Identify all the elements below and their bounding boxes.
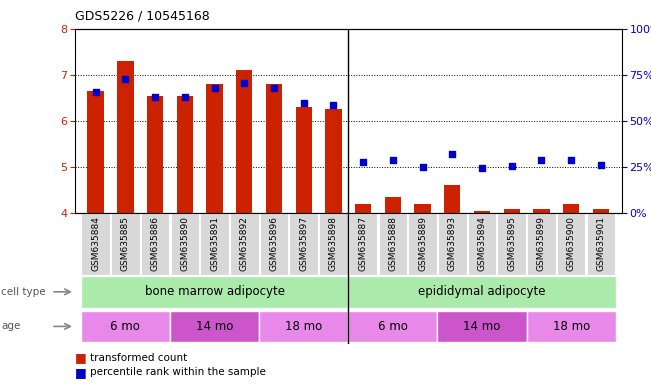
Text: 18 mo: 18 mo [285, 320, 322, 333]
Text: GSM635897: GSM635897 [299, 216, 308, 271]
Text: ■: ■ [75, 351, 87, 364]
Bar [266, 84, 282, 213]
Bar [296, 107, 312, 213]
Bar [444, 185, 460, 213]
Point [180, 94, 190, 100]
Point [506, 163, 517, 169]
FancyBboxPatch shape [171, 213, 199, 275]
Point [417, 164, 428, 170]
Point [566, 157, 576, 163]
Point [387, 157, 398, 163]
FancyBboxPatch shape [111, 213, 140, 275]
Point [269, 85, 279, 91]
Bar [117, 61, 133, 213]
Text: GSM635885: GSM635885 [121, 216, 130, 271]
FancyBboxPatch shape [497, 213, 526, 275]
FancyBboxPatch shape [170, 311, 259, 342]
Text: transformed count: transformed count [90, 353, 187, 363]
Text: GSM635893: GSM635893 [448, 216, 457, 271]
Text: age: age [1, 321, 21, 331]
Text: 14 mo: 14 mo [464, 320, 501, 333]
FancyBboxPatch shape [201, 213, 229, 275]
Text: GSM635901: GSM635901 [596, 216, 605, 271]
Text: GDS5226 / 10545168: GDS5226 / 10545168 [75, 10, 210, 23]
Point [328, 102, 339, 108]
FancyBboxPatch shape [81, 311, 170, 342]
Text: epididymal adipocyte: epididymal adipocyte [419, 285, 546, 298]
FancyBboxPatch shape [587, 213, 615, 275]
Point [239, 80, 249, 86]
Bar [385, 197, 401, 213]
Text: GSM635896: GSM635896 [270, 216, 279, 271]
FancyBboxPatch shape [348, 276, 616, 308]
Bar [206, 84, 223, 213]
Point [210, 85, 220, 91]
Bar [504, 209, 520, 213]
FancyBboxPatch shape [527, 213, 556, 275]
FancyBboxPatch shape [319, 213, 348, 275]
FancyBboxPatch shape [348, 311, 437, 342]
Text: percentile rank within the sample: percentile rank within the sample [90, 367, 266, 377]
Bar [147, 96, 163, 213]
Point [90, 89, 101, 96]
Text: GSM635887: GSM635887 [359, 216, 368, 271]
Text: GSM635892: GSM635892 [240, 216, 249, 271]
Text: cell type: cell type [1, 287, 46, 297]
Bar [176, 96, 193, 213]
Bar [326, 109, 342, 213]
FancyBboxPatch shape [81, 213, 110, 275]
Text: bone marrow adipocyte: bone marrow adipocyte [145, 285, 284, 298]
FancyBboxPatch shape [557, 213, 585, 275]
FancyBboxPatch shape [468, 213, 496, 275]
Bar [87, 91, 104, 213]
Text: 6 mo: 6 mo [378, 320, 408, 333]
Text: GSM635895: GSM635895 [507, 216, 516, 271]
Bar [592, 209, 609, 213]
Bar [236, 70, 253, 213]
FancyBboxPatch shape [290, 213, 318, 275]
Point [120, 76, 131, 82]
Text: GSM635891: GSM635891 [210, 216, 219, 271]
FancyBboxPatch shape [349, 213, 378, 275]
FancyBboxPatch shape [81, 276, 348, 308]
Text: GSM635899: GSM635899 [537, 216, 546, 271]
FancyBboxPatch shape [260, 213, 288, 275]
FancyBboxPatch shape [408, 213, 437, 275]
FancyBboxPatch shape [527, 311, 616, 342]
Point [477, 165, 487, 171]
Bar [415, 204, 431, 213]
Text: GSM635894: GSM635894 [478, 216, 486, 271]
Bar [474, 211, 490, 213]
Bar [355, 204, 371, 213]
Text: GSM635900: GSM635900 [566, 216, 575, 271]
Text: 18 mo: 18 mo [553, 320, 590, 333]
Point [447, 151, 458, 157]
Text: GSM635889: GSM635889 [418, 216, 427, 271]
Text: GSM635888: GSM635888 [389, 216, 397, 271]
Text: ■: ■ [75, 366, 87, 379]
FancyBboxPatch shape [259, 311, 348, 342]
Bar [533, 209, 549, 213]
Point [150, 94, 160, 100]
Text: GSM635890: GSM635890 [180, 216, 189, 271]
Point [596, 162, 606, 168]
Text: GSM635898: GSM635898 [329, 216, 338, 271]
Point [299, 100, 309, 106]
Text: GSM635884: GSM635884 [91, 216, 100, 271]
Text: 6 mo: 6 mo [111, 320, 141, 333]
FancyBboxPatch shape [437, 311, 527, 342]
FancyBboxPatch shape [379, 213, 407, 275]
Point [536, 157, 547, 163]
Text: 14 mo: 14 mo [196, 320, 233, 333]
FancyBboxPatch shape [438, 213, 467, 275]
Point [358, 159, 368, 165]
Bar [563, 204, 579, 213]
FancyBboxPatch shape [230, 213, 258, 275]
FancyBboxPatch shape [141, 213, 169, 275]
Text: GSM635886: GSM635886 [150, 216, 159, 271]
